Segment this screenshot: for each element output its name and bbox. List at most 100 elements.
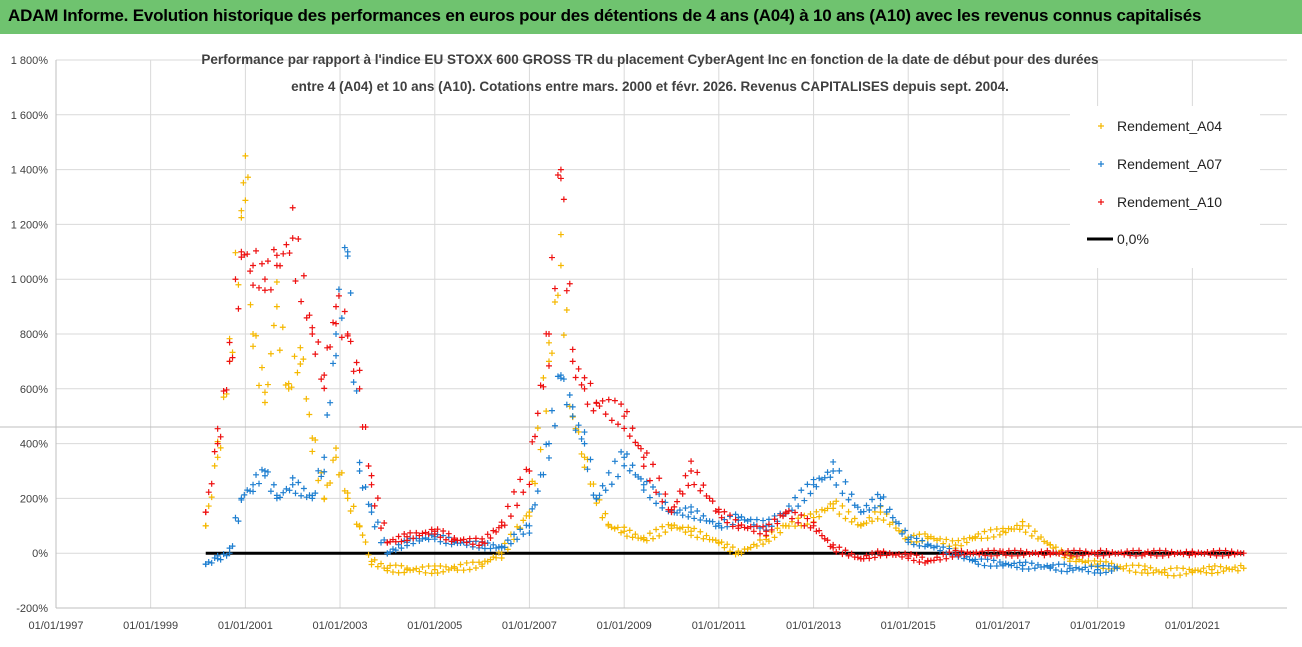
chart-legend: Rendement_A04 Rendement_A07 Rendement_A1… (1070, 106, 1260, 268)
series-a10-fill-marker (1130, 547, 1137, 554)
series-a10-fill-marker (1100, 552, 1107, 559)
series-a07-fill-marker (741, 516, 748, 523)
series-a10-fill-marker (493, 528, 500, 535)
series-a10-fill-marker (578, 381, 585, 388)
series-a10-point (1094, 550, 1101, 557)
series-a10-fill-marker (623, 408, 630, 415)
series-a07-fill-marker (526, 530, 533, 537)
series-a04-fill-marker (807, 511, 814, 518)
series-a10-fill-marker (490, 527, 497, 534)
series-a10-fill-marker (1210, 547, 1217, 554)
series-a10-fill-marker (1127, 552, 1134, 559)
series-a10-fill-marker (1121, 551, 1128, 558)
series-a04-fill-marker (532, 480, 539, 487)
series-a04-fill-marker (437, 562, 444, 569)
series-a10-fill-marker (940, 551, 947, 558)
series-a10-fill-marker (1177, 549, 1184, 556)
series-a07-fill-marker (993, 562, 1000, 569)
series-a10-point (289, 235, 296, 242)
series-a10-point (344, 331, 351, 337)
series-a10-fill-marker (1183, 548, 1190, 555)
series-a07-fill-marker (691, 515, 698, 522)
series-a04-fill-marker (848, 518, 855, 525)
series-a10-fill-marker (416, 532, 423, 539)
series-a04-fill-marker (744, 545, 751, 552)
series-a10-fill-marker (1020, 552, 1027, 559)
series-a07-point (1066, 565, 1073, 572)
series-a10-fill-marker (621, 425, 628, 432)
series-a10-fill-marker (590, 407, 597, 414)
series-a04-fill-marker (282, 382, 289, 389)
series-a07-fill-marker (292, 490, 299, 497)
series-a07-fill-marker (315, 467, 322, 474)
series-a10-fill-marker (902, 550, 909, 557)
series-a10-fill-marker (413, 529, 420, 536)
series-a07-fill-marker (874, 491, 881, 498)
series-a10-fill-marker (1231, 551, 1238, 558)
series-a10-fill-marker (333, 320, 340, 327)
series-a04-fill-marker (1132, 569, 1139, 576)
series-a07-fill-marker (529, 505, 536, 512)
series-a10-fill-marker (718, 514, 725, 521)
series-a10-fill-marker (697, 487, 704, 494)
series-a10-fill-marker (732, 516, 739, 523)
series-a04-fill-marker (545, 339, 552, 346)
series-a10-fill-marker (232, 276, 239, 283)
series-a10-fill-marker (1216, 547, 1223, 554)
series-a07-fill-marker (392, 547, 399, 554)
series-a04-fill-marker (1011, 526, 1018, 533)
series-a07-fill-marker (1111, 563, 1118, 570)
series-a04-fill-marker (387, 562, 394, 569)
series-a10-point (498, 522, 505, 529)
series-a10-fill-marker (587, 380, 594, 387)
series-a04-fill-marker (300, 356, 307, 363)
series-a04-fill-marker (747, 544, 754, 551)
series-a07-point (857, 509, 864, 516)
series-a10-fill-marker (1082, 548, 1089, 555)
series-a04-fill-marker (679, 524, 686, 531)
series-a07-fill-marker (1052, 567, 1059, 574)
series-a04-fill-marker (650, 535, 657, 542)
series-a10-fill-marker (273, 252, 280, 259)
series-a10-fill-marker (712, 508, 719, 515)
series-a07-fill-marker (981, 562, 988, 569)
series-a07-point (384, 550, 391, 557)
series-a10-fill-marker (618, 401, 625, 408)
series-a07-fill-marker (886, 506, 893, 513)
series-a10-fill-marker (1011, 547, 1018, 554)
series-a10-fill-marker (777, 512, 784, 519)
series-a04-fill-marker (1223, 564, 1230, 571)
series-a07-point (273, 495, 280, 502)
series-a07-fill-marker (277, 494, 284, 501)
series-a04-fill-marker (285, 380, 292, 387)
series-a10-point (1240, 550, 1247, 557)
series-a10-fill-marker (1195, 549, 1202, 556)
series-a10-fill-marker (824, 537, 831, 544)
series-a07-fill-marker (569, 403, 576, 410)
series-a07-point (545, 440, 552, 447)
series-a04-fill-marker (244, 174, 251, 181)
series-a04-fill-marker (1082, 559, 1089, 566)
series-a07-fill-marker (256, 480, 263, 487)
series-a07-fill-marker (362, 484, 369, 491)
series-a10-fill-marker (1073, 552, 1080, 559)
series-a04-fill-marker (442, 563, 449, 570)
series-a04-fill-marker (1126, 567, 1133, 574)
series-a10-fill-marker (1067, 552, 1074, 559)
series-a07-fill-marker (298, 492, 305, 499)
series-a04-fill-marker (457, 561, 464, 568)
series-a07-fill-marker (356, 459, 363, 466)
series-a04-point (1240, 565, 1247, 572)
series-a10-point (1189, 550, 1196, 557)
series-a10-fill-marker (629, 425, 636, 432)
series-a10-fill-marker (1008, 552, 1015, 559)
series-a07-fill-marker (264, 468, 271, 475)
series-a10-fill-marker (572, 374, 579, 381)
series-a07-fill-marker (327, 399, 334, 406)
series-a04-fill-marker (1034, 535, 1041, 542)
series-a10-fill-marker (214, 425, 221, 432)
series-a04-point (384, 565, 391, 572)
series-a10-fill-marker (970, 550, 977, 557)
legend-label-a10: Rendement_A10 (1117, 194, 1222, 210)
series-a04-fill-marker (294, 369, 301, 376)
